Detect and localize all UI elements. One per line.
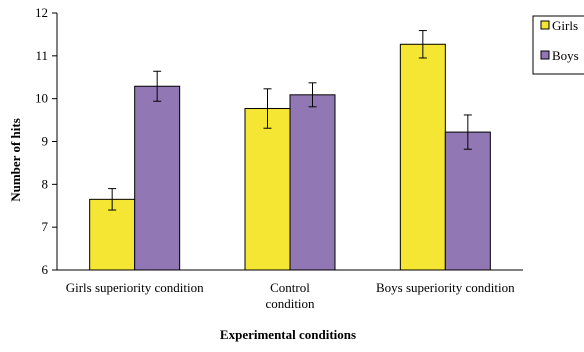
y-tick-label: 9 [42, 134, 49, 149]
bar-girls [399, 43, 446, 271]
y-tick-label: 6 [42, 262, 49, 277]
y-tick-label: 12 [35, 5, 48, 20]
x-axis-title: Experimental conditions [220, 327, 356, 342]
x-tick-label: Girls superiority condition [66, 280, 204, 295]
legend-swatch-girls [540, 20, 550, 30]
legend-swatch-boys [540, 50, 550, 60]
y-tick-label: 10 [35, 91, 48, 106]
y-tick-label: 11 [35, 48, 48, 63]
y-axis-title: Number of hits [8, 118, 23, 202]
category-labels: Girls superiority condition Controlcondit… [66, 280, 515, 311]
y-tick-label: 7 [42, 219, 49, 234]
bar-boys [289, 94, 336, 271]
legend-label-boys: Boys [552, 48, 579, 63]
bar-girls [244, 108, 291, 271]
x-tick-label: condition [265, 296, 315, 311]
error-bars [108, 30, 472, 211]
x-tick-label: Boys superiority condition [376, 280, 515, 295]
bar-boys [134, 85, 181, 271]
bar-boys [444, 131, 491, 271]
legend: Girls Boys [532, 15, 584, 75]
y-axis: 6 7 8 9 10 11 12 [35, 5, 58, 277]
y-tick-label: 8 [42, 176, 49, 191]
x-tick-label: Control [270, 280, 310, 295]
legend-label-girls: Girls [552, 18, 578, 33]
bars [89, 43, 491, 271]
